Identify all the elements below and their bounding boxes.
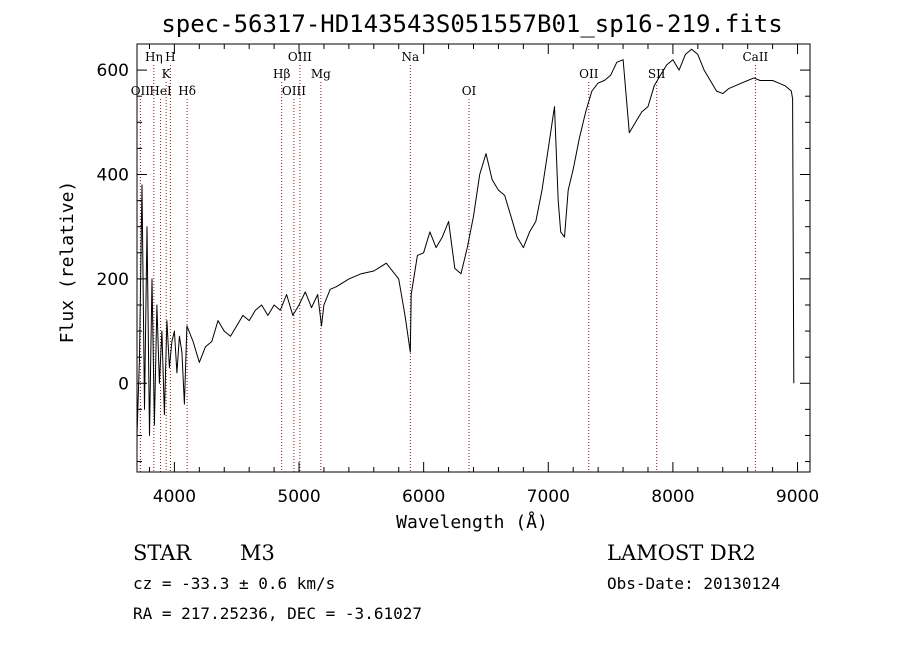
spectral-line-markers: OII Hη HeI KH Hδ Hβ OIII OIII Mg Na OI OII SII CaII [131,50,769,472]
chart-title: spec-56317-HD143543S051557B01_sp16-219.f… [161,10,782,38]
object-class: STAR [133,541,192,565]
line-label-1: Hη [145,50,163,64]
y-tick-label: 600 [97,61,129,81]
line-label-0: OII [131,84,151,98]
y-axis: 0 200 400 600 [97,43,810,463]
object-subclass: M3 [240,541,275,565]
spectrum-layer [136,48,795,436]
x-tick-label: 7000 [527,487,570,507]
survey-name: LAMOST DR2 [607,541,756,565]
y-tick-label: 0 [118,374,129,394]
x-tick-label: 5000 [277,487,320,507]
x-tick-label: 9000 [776,487,819,507]
x-axis: 4000 5000 6000 7000 8000 9000 [148,44,819,507]
line-label-11: OI [462,84,477,98]
line-label-5: Hδ [178,84,196,98]
y-tick-label: 200 [97,270,129,290]
line-label-8: OIII [288,50,312,64]
x-tick-label: 6000 [402,487,445,507]
line-label-2: HeI [149,84,172,98]
plot-frame [136,43,811,473]
line-label-9: Mg [311,67,331,81]
line-label-4: H [165,50,175,64]
line-label-3: K [162,67,172,81]
line-label-7: OIII [282,84,306,98]
x-tick-label: 4000 [153,487,196,507]
obs-date: Obs-Date: 20130124 [607,574,780,593]
line-label-6: Hβ [273,67,290,81]
redshift-text: cz = -33.3 ± 0.6 km/s [133,574,335,593]
y-axis-label: Flux (relative) [57,181,78,344]
coordinates: RA = 217.25236, DEC = -3.61027 [133,604,422,623]
x-axis-label: Wavelength (Å) [396,511,548,533]
y-tick-label: 400 [97,165,129,185]
line-label-14: CaII [742,50,768,64]
line-label-13: SII [648,67,666,81]
spectrum-line [136,48,795,436]
line-label-12: OII [579,67,599,81]
line-label-10: Na [401,50,419,64]
x-tick-label: 8000 [651,487,694,507]
